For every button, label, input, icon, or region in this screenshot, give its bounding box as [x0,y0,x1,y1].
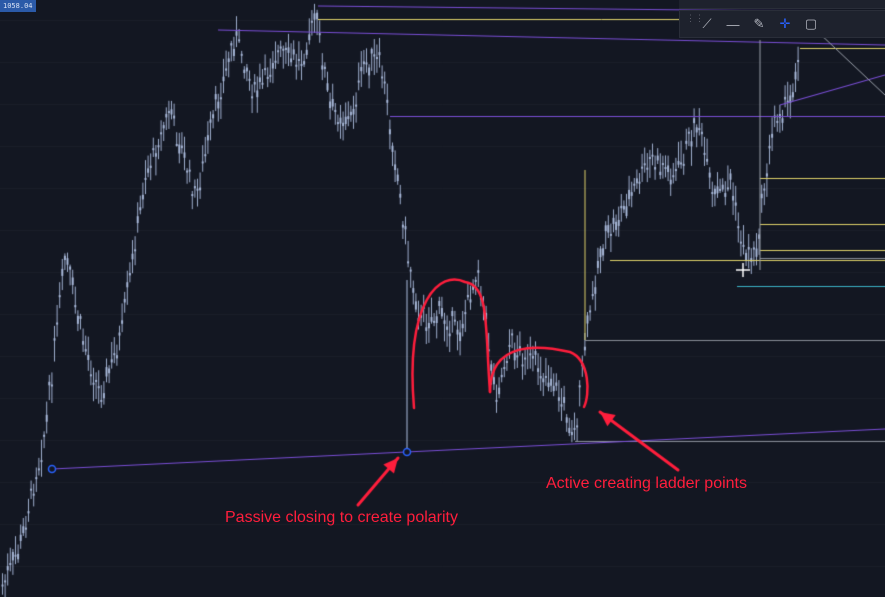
toolbar-top-strip [679,0,885,9]
toolbar-drag-handle[interactable]: ⋮⋮ [686,13,704,23]
drawing-toolbar: ⋮⋮ ⟋ — ✎ ✛ ▢ [679,10,885,38]
brush-tool-icon[interactable]: ✎ [753,16,765,31]
price-axis-tag: 1058.04 [0,0,36,12]
crosshair-tool-icon[interactable]: ✛ [779,16,791,31]
horizontal-line-tool-icon[interactable]: — [726,16,740,32]
trend-line-tool-icon[interactable]: ⟋ [702,16,712,31]
active-ladder-annotation: Active creating ladder points [546,475,747,492]
passive-closing-annotation: Passive closing to create polarity [225,509,458,526]
rectangle-tool-icon[interactable]: ▢ [804,16,818,31]
